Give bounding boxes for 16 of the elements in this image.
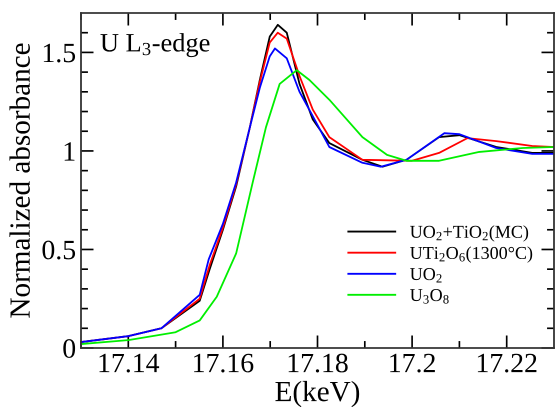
y-tick-label: 1 (64, 142, 74, 161)
legend-label: UO$_{2}$+TiO$_{2}$(MC) (410, 225, 528, 242)
x-tick-label: 17.2 (390, 354, 435, 373)
y-tick-label: 1.5 (44, 44, 76, 62)
x-tick-label: 17.18 (288, 354, 348, 373)
x-tick-label: 17.22 (478, 354, 536, 373)
x-tick-label: 17.16 (194, 354, 254, 373)
legend-label: U$_{3}$O$_{8}$ (410, 289, 449, 304)
x-tick-label: 17.14 (99, 354, 160, 373)
y-tick-label: 0 (63, 339, 76, 358)
y-axis-title: Normalized absorbance (9, 43, 30, 318)
annotation: U L$_{3}$-edge (100, 33, 210, 58)
legend-label: UO$_{2}$ (410, 268, 442, 282)
x-axis-title: E(keV) (275, 380, 360, 407)
y-tick-label: 0.5 (42, 240, 76, 260)
legend-label: UTi$_{2}$O$_{6}$(1300°C) (410, 246, 532, 263)
